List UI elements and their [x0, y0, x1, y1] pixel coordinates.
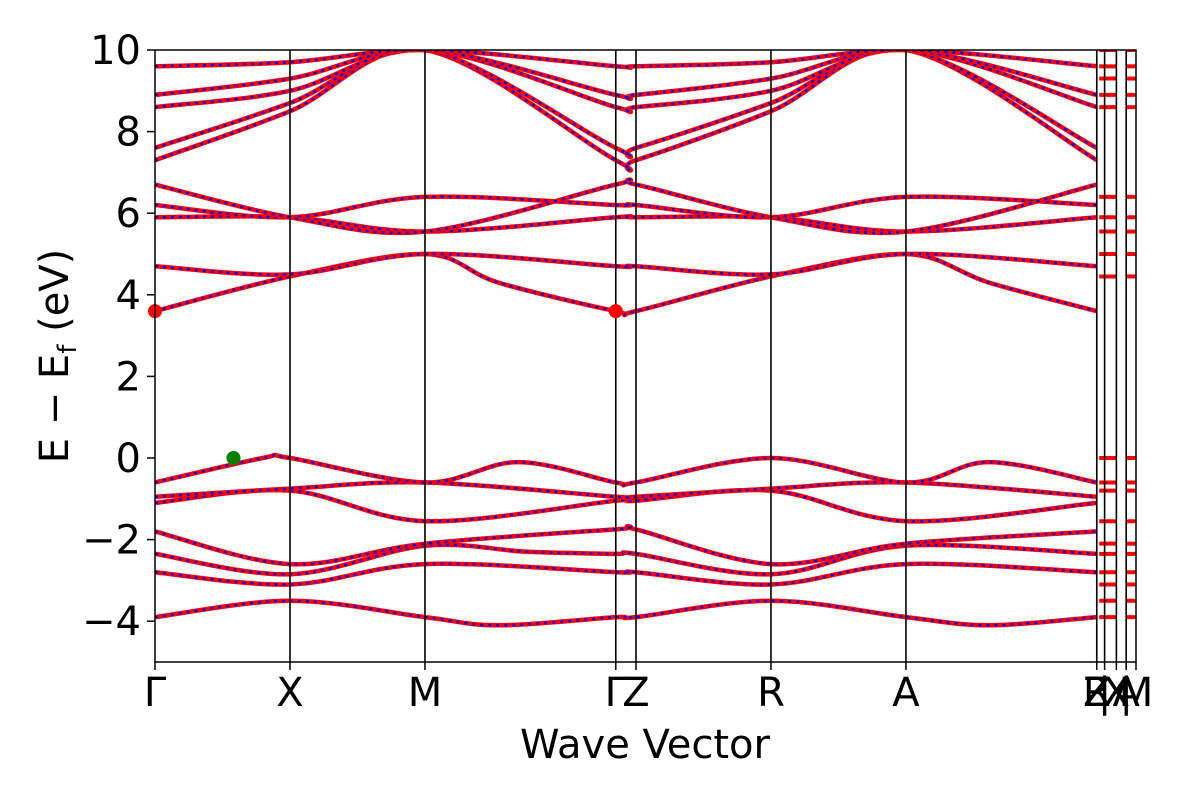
x-tick-label-0: Γ [144, 670, 167, 716]
x-tick-label-12: A [1113, 670, 1141, 716]
y-axis-title-main: E − E [32, 354, 78, 464]
extremum-marker-1 [608, 304, 623, 319]
y-tick-label-4: 4 [116, 273, 141, 319]
x-tick-label-2: M [408, 670, 443, 716]
x-tick-label-6: A [892, 670, 920, 716]
x-tick-label-7: Z [1083, 670, 1110, 716]
x-axis-ticks: Γ X M ΓZ R A ZR|X|AM [144, 662, 1153, 716]
plot-frame [154, 49, 1137, 663]
x-tick-label-11: | [1119, 670, 1132, 716]
plot-background [155, 50, 1136, 662]
conduction-band-14-dashed [155, 50, 1098, 114]
x-tick-label-10: X [1103, 670, 1130, 716]
y-tick-label-3: 2 [116, 354, 141, 400]
y-tick-label-2: 0 [116, 436, 141, 482]
conduction-band-16-dashed [155, 50, 1097, 69]
valence-band-6-dashed [155, 453, 1098, 487]
valence-band-1-dashed [155, 562, 1097, 586]
x-tick-label-5: R [757, 670, 785, 716]
y-axis-title: E − Ef (eV) [32, 249, 83, 464]
y-axis-ticks: −4 −2 0 2 4 6 8 10 [82, 28, 155, 645]
y-axis-title-subscript: f [53, 344, 83, 354]
conduction-band-10-dashed [155, 195, 1097, 219]
y-axis-title-unit: (eV) [32, 249, 78, 345]
y-tick-label-1: −2 [82, 518, 141, 564]
x-axis-title: Wave Vector [520, 722, 771, 768]
x-tick-label-4: Z [622, 670, 649, 716]
y-tick-label-6: 8 [116, 110, 141, 156]
conduction-band-15-dashed [155, 50, 1098, 101]
x-tick-label-9: | [1098, 670, 1111, 716]
x-tick-label-13: M [1119, 670, 1154, 716]
conduction-band-13-dashed [155, 50, 1098, 159]
x-tick-label-3: Γ [605, 670, 628, 716]
x-tick-label-1: X [276, 670, 303, 716]
high-symmetry-lines [289, 50, 1127, 662]
y-tick-label-5: 6 [116, 191, 141, 237]
valence-band-0-dashed [155, 599, 1097, 627]
y-tick-label-0: −4 [82, 599, 141, 645]
x-tick-label-8: R [1083, 670, 1111, 716]
extremum-marker-2 [226, 451, 241, 465]
y-tick-label-7: 10 [90, 28, 141, 74]
